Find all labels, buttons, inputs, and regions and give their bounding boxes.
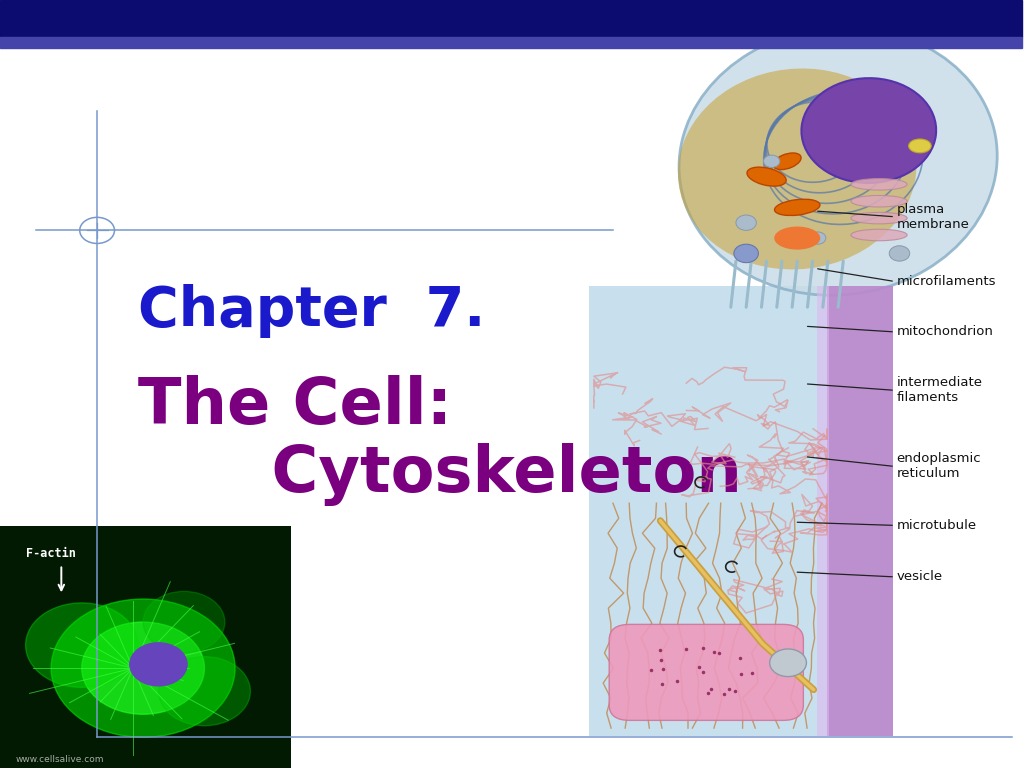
Circle shape: [736, 215, 757, 230]
Circle shape: [51, 599, 236, 737]
Bar: [817, 286, 829, 736]
Text: intermediate
filaments: intermediate filaments: [896, 376, 982, 404]
Text: The Cell:: The Cell:: [138, 375, 453, 436]
Circle shape: [26, 603, 138, 687]
Ellipse shape: [802, 78, 936, 183]
Ellipse shape: [746, 167, 786, 186]
Ellipse shape: [851, 213, 907, 224]
Bar: [0, 37, 1022, 48]
Circle shape: [810, 232, 826, 244]
Text: Cytoskeleton: Cytoskeleton: [138, 443, 741, 506]
Circle shape: [764, 155, 780, 167]
Text: endoplasmic
reticulum: endoplasmic reticulum: [896, 452, 981, 480]
Ellipse shape: [774, 227, 820, 250]
Ellipse shape: [774, 199, 820, 216]
Circle shape: [159, 657, 251, 726]
Text: F-actin: F-actin: [26, 547, 76, 560]
Bar: [589, 286, 893, 736]
Ellipse shape: [851, 178, 907, 190]
Circle shape: [143, 591, 225, 653]
Text: plasma
membrane: plasma membrane: [896, 203, 970, 230]
Circle shape: [130, 643, 187, 686]
Circle shape: [889, 246, 909, 261]
FancyBboxPatch shape: [609, 624, 804, 720]
Text: Chapter  7.: Chapter 7.: [138, 284, 485, 338]
Circle shape: [770, 649, 807, 677]
Ellipse shape: [679, 28, 997, 295]
Ellipse shape: [908, 139, 931, 153]
Ellipse shape: [773, 153, 801, 170]
Bar: [0, 0, 1022, 37]
Circle shape: [82, 622, 205, 714]
Ellipse shape: [678, 68, 916, 270]
Text: vesicle: vesicle: [896, 571, 942, 583]
Ellipse shape: [851, 230, 907, 241]
Circle shape: [734, 244, 759, 263]
Ellipse shape: [851, 196, 907, 207]
Text: www.cellsalive.com: www.cellsalive.com: [15, 755, 103, 764]
Bar: [0, 526, 291, 768]
Text: microfilaments: microfilaments: [896, 275, 996, 287]
Text: microtubule: microtubule: [896, 519, 977, 531]
Text: mitochondrion: mitochondrion: [896, 326, 993, 338]
Bar: [827, 286, 893, 736]
